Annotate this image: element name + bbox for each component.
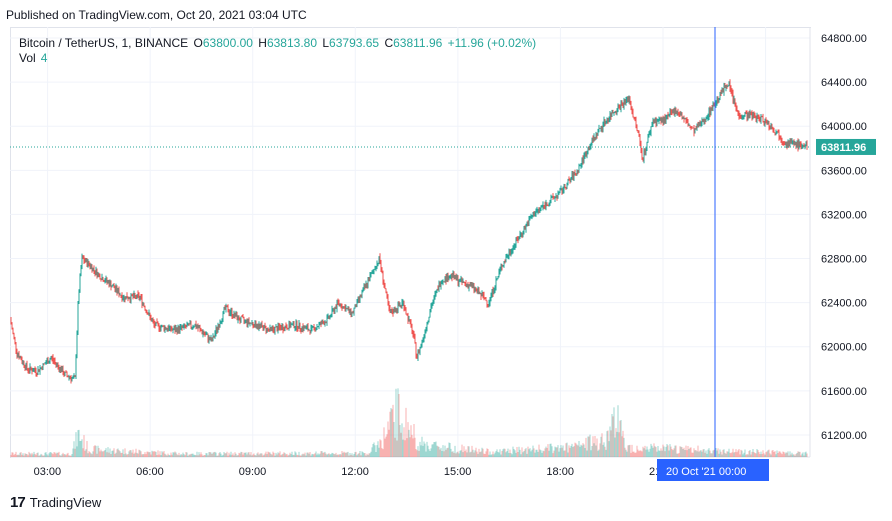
legend-symbol: Bitcoin / TetherUS, 1, BINANCE bbox=[19, 36, 189, 50]
chart-frame bbox=[10, 27, 811, 458]
legend-open: O63800.00 bbox=[194, 36, 257, 50]
volume-legend: Vol 4 bbox=[19, 51, 47, 65]
footer-brand[interactable]: 17 TradingView bbox=[10, 494, 101, 511]
legend-open-label: O bbox=[193, 36, 203, 50]
y-tick-label: 64000.00 bbox=[821, 121, 867, 133]
y-tick-label: 62800.00 bbox=[821, 254, 867, 266]
crosshair-time-badge bbox=[657, 459, 769, 481]
x-tick-label: 18:00 bbox=[546, 466, 574, 478]
legend-high-value: 63813.80 bbox=[266, 36, 318, 50]
y-tick-label: 61200.00 bbox=[821, 430, 867, 442]
volume-value: 4 bbox=[40, 51, 48, 65]
x-tick-label: 03:00 bbox=[34, 466, 62, 478]
legend-low: L63793.65 bbox=[322, 36, 382, 50]
x-tick-label: 06:00 bbox=[136, 466, 164, 478]
chart-legend: Bitcoin / TetherUS, 1, BINANCE O63800.00… bbox=[19, 35, 536, 51]
y-tick-label: 64400.00 bbox=[821, 77, 867, 89]
legend-high-label: H bbox=[258, 36, 267, 50]
legend-low-label: L bbox=[322, 36, 330, 50]
legend-high: H63813.80 bbox=[258, 36, 320, 50]
x-tick-label: 09:00 bbox=[239, 466, 267, 478]
x-tick-label: 15:00 bbox=[444, 466, 472, 478]
published-text: Published on TradingView.com, Oct 20, 20… bbox=[6, 8, 307, 22]
last-price-label: 63811.96 bbox=[821, 142, 866, 154]
y-tick-label: 62000.00 bbox=[821, 342, 867, 354]
y-tick-label: 63200.00 bbox=[821, 209, 867, 221]
y-tick-label: 63600.00 bbox=[821, 165, 867, 177]
legend-close-value: 63811.96 bbox=[393, 36, 443, 50]
legend-low-value: 63793.65 bbox=[329, 36, 380, 50]
y-tick-label: 64800.00 bbox=[821, 33, 867, 45]
legend-open-value: 63800.00 bbox=[202, 36, 253, 50]
x-tick-label: 12:00 bbox=[341, 466, 369, 478]
volume-label: Vol bbox=[19, 51, 36, 65]
y-tick-label: 61600.00 bbox=[821, 386, 867, 398]
legend-change: +11.96 (+0.02%) bbox=[447, 36, 537, 50]
brand-name: TradingView bbox=[29, 495, 102, 510]
crosshair-time-label: 20 Oct '21 00:00 bbox=[666, 466, 746, 478]
tradingview-logo-icon: 17 bbox=[10, 494, 26, 511]
y-tick-label: 62400.00 bbox=[821, 298, 867, 310]
legend-close: C63811.96 bbox=[384, 36, 445, 50]
last-price-badge bbox=[816, 138, 876, 155]
legend-close-label: C bbox=[384, 36, 394, 50]
